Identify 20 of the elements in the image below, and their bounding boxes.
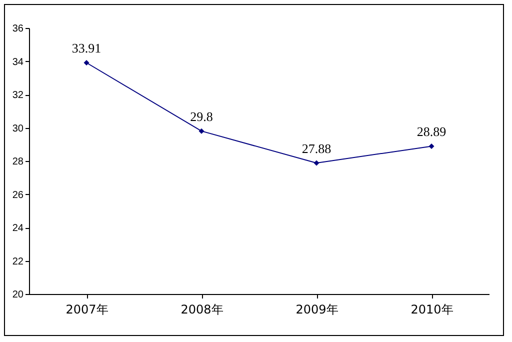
y-tick-label: 36 <box>12 24 24 34</box>
data-label: 29.8 <box>190 109 213 124</box>
y-tick-label: 32 <box>12 90 24 101</box>
y-tick-label: 22 <box>12 256 24 268</box>
data-label: 33.91 <box>72 40 102 56</box>
data-label: 27.88 <box>302 140 332 156</box>
x-tick-label: 2009年 <box>296 302 338 316</box>
y-tick-label: 28 <box>12 156 24 168</box>
y-tick-label: 26 <box>12 190 24 201</box>
y-tick-label: 24 <box>12 223 24 234</box>
y-tick-label: 20 <box>12 290 24 300</box>
point <box>314 160 320 166</box>
x-tick-label: 2010年 <box>410 302 454 316</box>
point <box>198 128 204 134</box>
y-tick-label: 30 <box>12 123 24 134</box>
data-label: 28.89 <box>416 124 446 140</box>
point <box>428 143 434 149</box>
x-tick-label: 2007年 <box>66 302 108 316</box>
y-tick-label: 34 <box>12 56 24 68</box>
x-tick-label: 2008年 <box>180 302 224 316</box>
